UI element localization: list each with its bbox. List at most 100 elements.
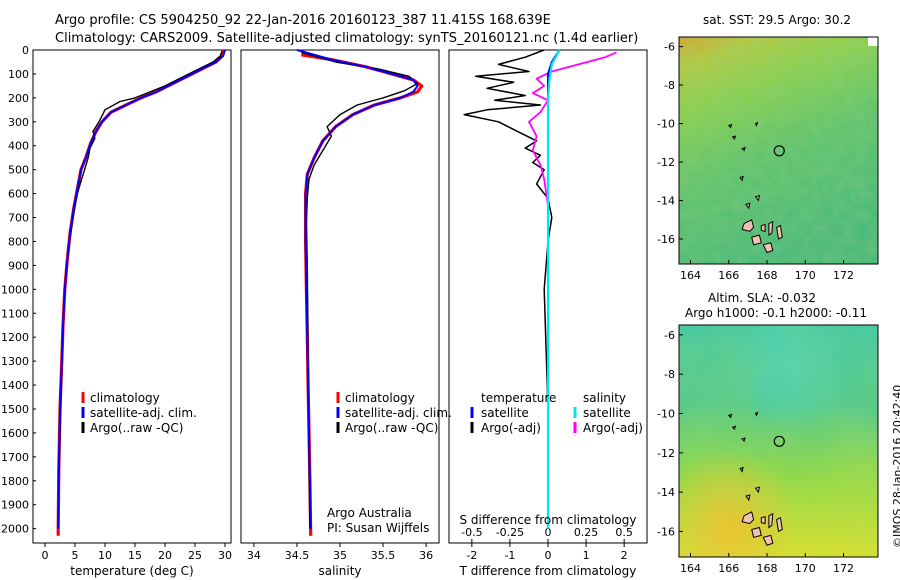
- vanuatu-islands: [727, 411, 783, 546]
- map-y-tick-label: -16: [657, 233, 675, 246]
- x-tick-label: 20: [158, 549, 172, 562]
- island: [741, 146, 746, 152]
- map-y-tick-label: -10: [657, 118, 675, 131]
- salinity-axis-label: salinity: [318, 564, 361, 578]
- map-y-tick-label: -10: [657, 407, 675, 420]
- island: [760, 223, 766, 232]
- x-tick-label: 30: [218, 549, 232, 562]
- map-y-tick-label: -6: [664, 329, 675, 342]
- x-tick-label: 2: [621, 549, 628, 562]
- temperature-series: [56, 49, 226, 536]
- map-x-tick-label: 172: [833, 562, 854, 575]
- t-difference-x-axis: -2 -1 0 1 2: [466, 543, 628, 562]
- x-tick-label: 10: [98, 549, 112, 562]
- y-tick-label: 400: [8, 140, 29, 153]
- sla-map: [679, 325, 878, 557]
- legend-label-climatology: climatology: [345, 391, 415, 405]
- sla-map-title-line1: Altim. SLA: -0.032: [708, 291, 816, 305]
- legend-label-sal-argo: Argo(-adj): [583, 421, 643, 435]
- y-tick-label: 1500: [1, 403, 29, 416]
- island: [731, 425, 737, 431]
- map-x-tick-label: 172: [833, 269, 854, 282]
- salinity-legend: climatology satellite-adj. clim. Argo(..…: [336, 391, 452, 435]
- y-tick-label: 1900: [1, 499, 29, 512]
- title-line1: Argo profile: CS 5904250_92 22-Jan-2016 …: [55, 13, 551, 28]
- temperature-legend: climatology satellite-adj. clim. Argo(..…: [81, 391, 197, 435]
- island: [751, 234, 762, 246]
- map-y-tick-label: -8: [664, 368, 675, 381]
- legend-label-climatology: climatology: [90, 391, 160, 405]
- map-x-tick-label: 164: [680, 269, 701, 282]
- map-x-tick-label: 166: [718, 562, 739, 575]
- x-tick-label: -1: [504, 549, 515, 562]
- island: [741, 219, 755, 232]
- island: [762, 242, 774, 254]
- diff-temperature-satellite-line: [547, 49, 561, 529]
- salinity-x-axis: 34 34.5 35 35.5 36: [247, 543, 433, 562]
- argo-position-marker: [773, 435, 785, 447]
- x-tick-label: 35: [333, 549, 347, 562]
- salinity-argo-line: [301, 51, 419, 529]
- s-difference-x-axis: -0.5 -0.25 0 0.25 0.5: [461, 526, 633, 543]
- legend-label-argo: Argo(..raw -QC): [90, 421, 183, 435]
- island: [741, 437, 746, 442]
- island: [754, 486, 761, 494]
- t-difference-axis-label: T difference from climatology: [459, 564, 637, 578]
- x-tick-label: 34: [247, 549, 261, 562]
- map-y-tick-label: -6: [664, 41, 675, 54]
- island: [776, 516, 783, 533]
- island: [745, 202, 751, 210]
- x-top-tick-label: 0.25: [574, 526, 599, 539]
- island: [754, 195, 761, 202]
- sst-map: [679, 37, 878, 264]
- credit-line1: Argo Australia: [327, 506, 412, 520]
- legend-label-argo: Argo(..raw -QC): [345, 421, 438, 435]
- diff-salinity-satellite-line: [546, 49, 561, 529]
- sst-map-axes: 164 166 168 170 172 -6 -8 -10 -12 -14 -16: [657, 41, 854, 282]
- y-tick-label: 500: [8, 164, 29, 177]
- vanuatu-islands: [727, 121, 783, 254]
- x-top-tick-label: -0.25: [496, 526, 524, 539]
- map-x-tick-label: 166: [718, 269, 739, 282]
- salinity-series: [296, 49, 424, 536]
- x-tick-label: 35.5: [371, 549, 396, 562]
- y-tick-label: 0: [22, 44, 29, 57]
- y-tick-label: 1300: [1, 355, 29, 368]
- map-y-tick-label: -8: [664, 79, 675, 92]
- y-tick-label: 1600: [1, 427, 29, 440]
- legend-label-satellite-adj: satellite-adj. clim.: [345, 406, 452, 420]
- island: [739, 466, 744, 473]
- x-tick-label: 25: [188, 549, 202, 562]
- temperature-climatology-line: [56, 49, 225, 536]
- legend-label-temp-argo: Argo(-adj): [481, 421, 541, 435]
- island: [751, 526, 762, 538]
- s-difference-axis-label: S difference from climatology: [460, 513, 637, 527]
- map-x-tick-label: 170: [795, 562, 816, 575]
- y-tick-label: 1800: [1, 475, 29, 488]
- x-tick-label: -2: [466, 549, 477, 562]
- legend-label-temp-satellite: satellite: [481, 406, 529, 420]
- map-y-tick-label: -12: [657, 156, 675, 169]
- map-x-tick-label: 170: [795, 269, 816, 282]
- island: [754, 411, 759, 417]
- y-tick-label: 300: [8, 116, 29, 129]
- island: [760, 516, 766, 525]
- legend-label-sal-satellite: satellite: [583, 406, 631, 420]
- island: [768, 512, 774, 529]
- salinity-satellite-adj-line: [296, 49, 419, 529]
- legend-title-salinity: salinity: [583, 391, 626, 405]
- x-tick-label: 0: [42, 549, 49, 562]
- temperature-satellite-adj-line: [57, 49, 226, 529]
- island: [762, 534, 774, 546]
- x-tick-label: 34.5: [285, 549, 310, 562]
- y-tick-label: 200: [8, 92, 29, 105]
- y-tick-label: 900: [8, 259, 29, 272]
- x-tick-label: 0: [545, 549, 552, 562]
- x-top-tick-label: 0: [545, 526, 552, 539]
- y-tick-label: 2000: [1, 523, 29, 536]
- island: [754, 121, 759, 127]
- island: [731, 135, 737, 140]
- salinity-climatology-line: [301, 53, 424, 536]
- x-tick-label: 5: [72, 549, 79, 562]
- island: [776, 224, 783, 240]
